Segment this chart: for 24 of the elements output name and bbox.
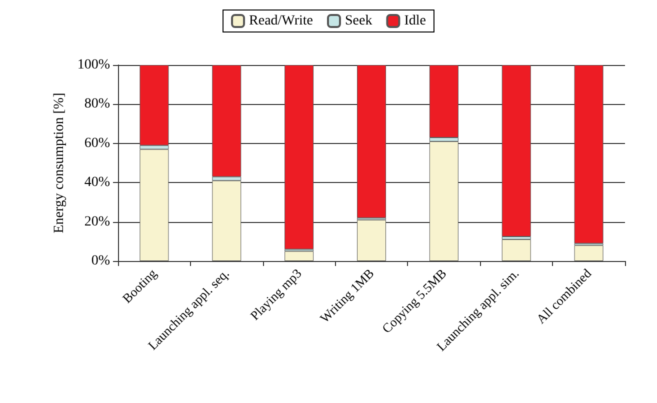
bar [212, 65, 242, 177]
y-tick-label: 0% [91, 254, 110, 268]
bar [429, 65, 458, 138]
y-axis-title: Energy consumption [%] [52, 92, 67, 234]
bar [429, 141, 458, 261]
bar [140, 149, 169, 261]
bar [357, 65, 386, 218]
y-tick-label: 100% [77, 58, 110, 72]
bar [140, 65, 169, 146]
bar [284, 65, 314, 250]
bar [574, 245, 604, 261]
y-tick-label: 40% [84, 175, 110, 190]
y-tick-label: 60% [84, 136, 110, 151]
legend-label: Read/Write [249, 14, 313, 28]
bar [574, 65, 604, 244]
bar [212, 180, 242, 261]
bar [357, 220, 386, 261]
legend-label: Idle [404, 14, 426, 28]
bar [502, 65, 531, 236]
y-tick-label: 80% [84, 96, 110, 112]
y-tick-label: 20% [84, 214, 110, 230]
bar [284, 251, 314, 261]
legend-label: Seek [344, 14, 372, 28]
bar [502, 239, 531, 261]
